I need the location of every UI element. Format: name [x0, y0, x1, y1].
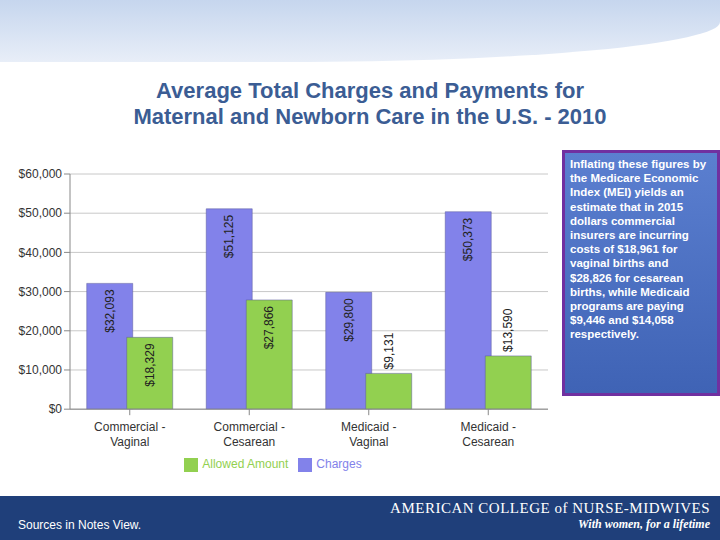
- svg-text:$50,373: $50,373: [461, 217, 475, 261]
- svg-text:Commercial -Vaginal: Commercial -Vaginal: [94, 420, 165, 449]
- html-text:Charges: Charges: [316, 457, 362, 472]
- svg-text:$60,000: $60,000: [19, 167, 63, 181]
- html-text:Inflating these figures by the: Inflating these figures by the Medicare …: [570, 158, 707, 341]
- svg-text:Medicaid -Vaginal: Medicaid -Vaginal: [341, 420, 396, 449]
- svg-text:$29,800: $29,800: [342, 298, 356, 342]
- svg-text:$30,000: $30,000: [19, 285, 63, 299]
- html-text:AMERICAN COLLEGE of NURSE-MIDW: AMERICAN COLLEGE of NURSE-MIDWIVES: [390, 500, 710, 516]
- svg-text:$51,125: $51,125: [222, 214, 236, 258]
- html-text:Sources in Notes View.: Sources in Notes View.: [18, 518, 142, 532]
- svg-text:$32,093: $32,093: [103, 289, 117, 333]
- html-text:Average Total Charges and Paym: Average Total Charges and Payments for M…: [133, 78, 607, 129]
- svg-text:$13,590: $13,590: [501, 308, 515, 352]
- html-text:Allowed Amount: Allowed Amount: [202, 457, 289, 472]
- svg-text:$27,866: $27,866: [262, 306, 276, 350]
- svg-text:$20,000: $20,000: [19, 324, 63, 338]
- svg-text:$40,000: $40,000: [19, 246, 63, 260]
- svg-text:$10,000: $10,000: [19, 363, 63, 377]
- svg-text:$0: $0: [49, 402, 63, 416]
- svg-text:Medicaid -Cesarean: Medicaid -Cesarean: [461, 420, 516, 449]
- svg-text:Commercial -Cesarean: Commercial -Cesarean: [214, 420, 285, 449]
- svg-text:$18,329: $18,329: [143, 343, 157, 387]
- svg-text:$50,000: $50,000: [19, 206, 63, 220]
- svg-text:$9,131: $9,131: [382, 332, 396, 369]
- html-text:With women, for a lifetime: With women, for a lifetime: [578, 517, 710, 531]
